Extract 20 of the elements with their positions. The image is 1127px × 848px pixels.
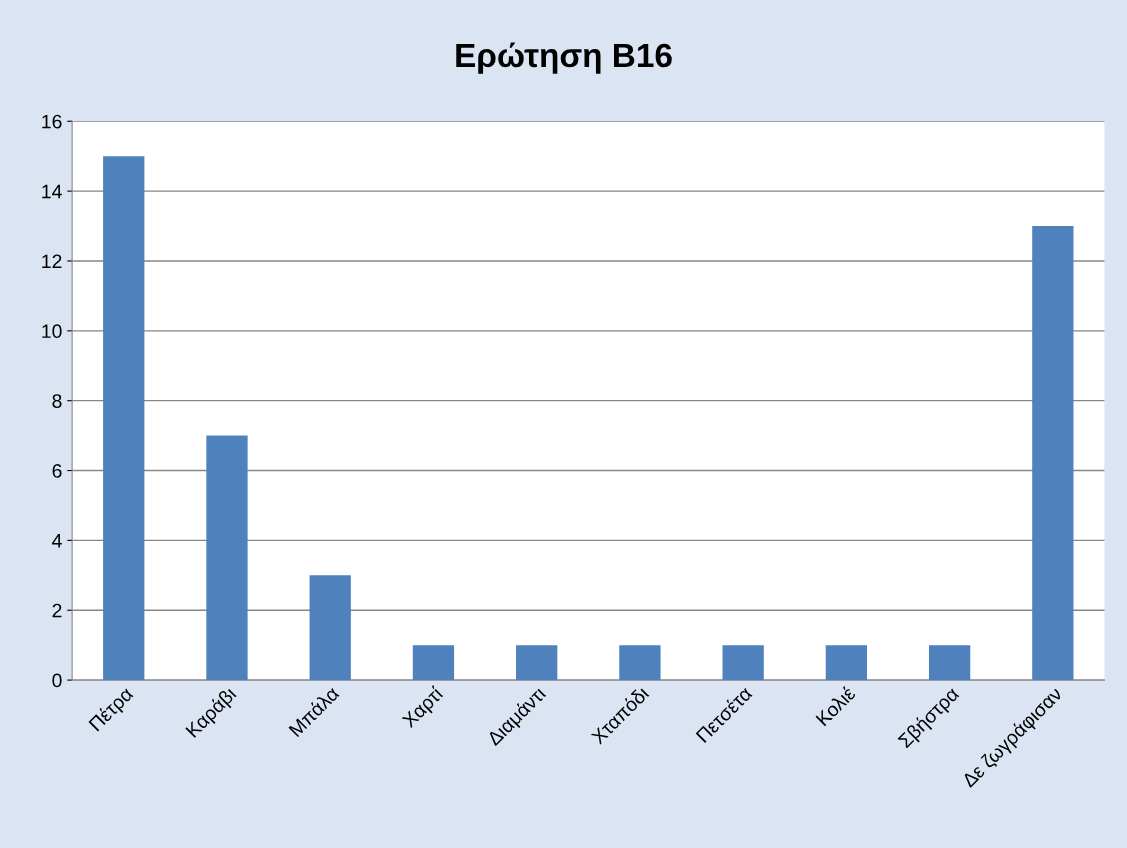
bar	[722, 645, 764, 681]
chart-title: Ερώτηση Β16	[456, 42, 672, 74]
bar	[619, 645, 661, 681]
bar	[206, 435, 248, 681]
y-tick-label: 14	[42, 184, 62, 199]
y-tick-label: 10	[42, 324, 62, 339]
y-tick-label: 6	[52, 464, 62, 478]
y-tick-label: 4	[52, 534, 62, 548]
bar	[1032, 226, 1074, 681]
bar	[309, 575, 351, 681]
y-tick-label: 16	[42, 114, 62, 129]
bar	[825, 645, 868, 681]
bar	[103, 156, 145, 681]
y-tick-label: 8	[52, 394, 62, 408]
bar	[928, 645, 971, 681]
bar	[516, 645, 558, 681]
y-tick-label: 2	[52, 603, 62, 618]
y-tick-label: 0	[52, 673, 62, 688]
y-tick-label: 12	[42, 254, 62, 269]
bar	[412, 645, 455, 681]
